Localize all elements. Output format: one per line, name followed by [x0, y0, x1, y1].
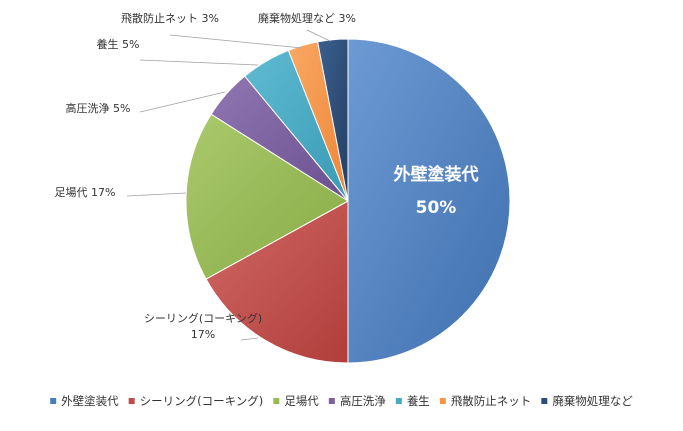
slice-label-name: 高圧洗浄 — [66, 101, 114, 115]
slice-label-value: 3% — [339, 12, 356, 25]
slice-label-name: 養生 — [97, 37, 123, 51]
legend-label: 飛散防止ネット — [451, 394, 532, 408]
slice-label-name: 飛散防止ネット — [121, 11, 202, 25]
slice-label: 飛散防止ネット 3% — [121, 11, 219, 25]
leader-line-5 — [139, 59, 259, 66]
pie-slice-2 — [205, 200, 349, 364]
slice-label-name: 廃棄物処理など — [258, 11, 339, 25]
legend: 外壁塗装代 シーリング(コーキング) 足場代 高圧洗浄 養生 飛散防止ネット 廃棄物処理など — [50, 394, 633, 408]
slice-label-value: 17% — [191, 328, 215, 341]
pie-slices — [185, 38, 511, 364]
leader-line-6 — [169, 34, 303, 49]
legend-label: 外壁塗装代 — [61, 394, 119, 408]
pie-slice-3 — [185, 113, 349, 280]
legend-swatch-1 — [50, 398, 57, 404]
slice-label: 廃棄物処理など 3% — [258, 11, 356, 25]
leader-line-3 — [126, 192, 187, 197]
legend-swatch-2 — [128, 398, 135, 404]
slice-label-name: 外壁塗装代 — [394, 164, 479, 185]
legend-swatch-4 — [328, 398, 335, 404]
pie-slice-7 — [317, 38, 349, 202]
slice-label-value: 3% — [202, 12, 219, 25]
slice-label: 高圧洗浄 5% — [66, 101, 131, 115]
leader-line-2 — [240, 337, 259, 341]
legend-swatch-5 — [395, 398, 402, 404]
legend-label: シーリング(コーキング) — [140, 394, 264, 408]
slice-label-value: 5% — [122, 38, 139, 51]
legend-swatch-6 — [439, 398, 446, 404]
legend-label: 足場代 — [284, 394, 319, 408]
slice-label: 養生 5% — [97, 37, 140, 51]
slice-label-value: 17% — [91, 186, 115, 199]
legend-swatch-7 — [541, 398, 548, 404]
legend-label: 養生 — [407, 394, 430, 408]
leader-line-4 — [139, 91, 226, 113]
leader-lines — [126, 29, 331, 341]
pie-slice-1 — [347, 38, 511, 364]
slice-label-name: シーリング(コーキング) — [144, 311, 262, 325]
slice-label: 足場代 17% — [55, 186, 116, 199]
slice-label-value: 5% — [113, 102, 130, 115]
leader-line-7 — [306, 29, 331, 42]
legend-swatch-3 — [273, 398, 280, 404]
slice-label-value: 50% — [416, 198, 457, 218]
legend-label: 高圧洗浄 — [340, 394, 386, 408]
legend-label: 廃棄物処理など — [552, 394, 633, 408]
slice-label-name: 足場代 — [55, 186, 92, 199]
